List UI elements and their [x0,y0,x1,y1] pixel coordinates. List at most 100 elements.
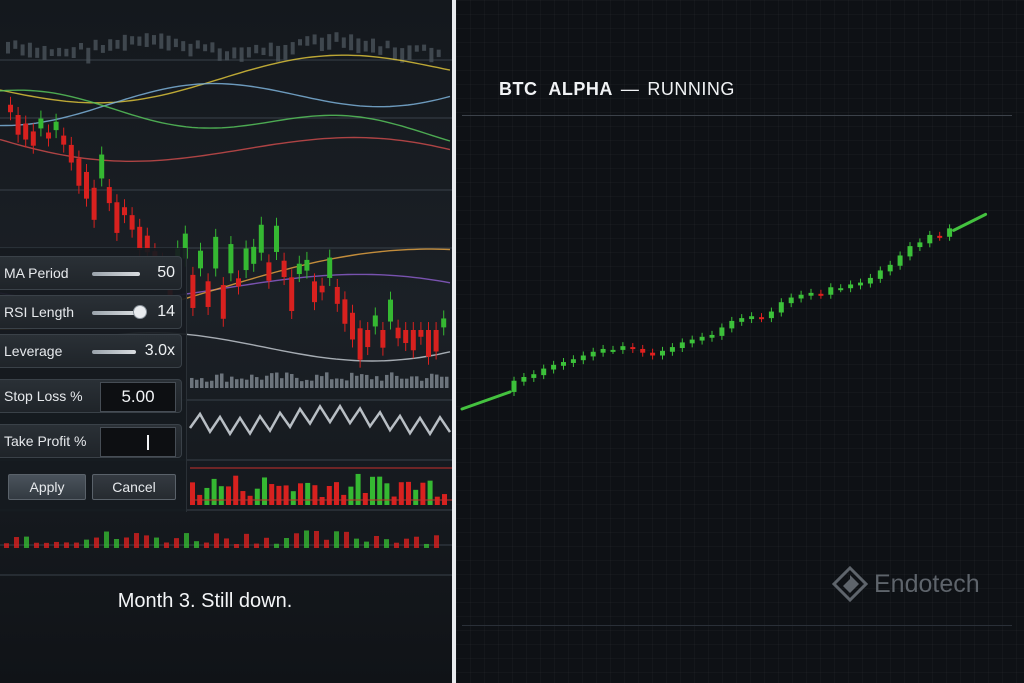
indicator-curve [0,82,451,127]
faint-candle [254,44,259,54]
volume-bar [415,376,419,388]
bottom-candle [14,537,19,548]
faint-candle [166,35,171,51]
bottom-candle [334,531,339,548]
cancel-button[interactable]: Cancel [92,474,176,500]
bg-candle [53,121,59,131]
faint-candle [276,45,281,62]
bottom-candle [154,537,159,548]
lower-candle [420,482,426,505]
bottom-candle [34,542,39,548]
volume-bar [425,378,429,388]
bg-candle [114,202,120,233]
faint-candle [385,40,390,49]
faint-candle [57,47,62,57]
faint-candle [144,33,149,47]
bottom-candle [24,536,29,548]
bg-candle [357,328,363,360]
lower-candle [276,485,282,505]
candle [669,343,675,356]
candle-body [848,284,854,289]
lower-candle [283,485,289,505]
bot-status-title: BTC ALPHA — RUNNING [499,79,735,100]
bottom-candle [144,535,149,548]
candle [660,346,665,360]
volume-bar [375,376,379,388]
candle [570,355,576,367]
stop-loss-input[interactable]: 5.00 [100,382,176,412]
lower-candle [290,491,296,505]
faint-candle [261,47,266,56]
watermark-text: Endotech [874,569,980,598]
faint-candle [130,36,135,45]
candle [600,344,606,357]
bottom-candle [264,537,269,548]
lower-candle [434,496,440,505]
candle-body [660,350,665,356]
lower-candle [334,482,339,505]
bg-candle [266,262,272,281]
volume-bar [270,373,274,388]
volume-bar [210,380,214,388]
button-row: Apply Cancel [0,474,186,504]
candle-body [917,242,923,248]
lower-candle [262,477,267,505]
bg-candle [220,285,226,319]
faint-candle [232,47,237,59]
candle-body [610,349,616,352]
take-profit-input[interactable] [100,427,176,457]
bottom-candle [324,539,329,548]
volume-bar [285,372,289,388]
take-profit-label: Take Profit % [4,433,87,449]
lower-candle [377,476,383,505]
bg-candle [403,330,409,344]
candle [937,231,943,241]
bg-candle [198,250,203,269]
candle [511,376,517,396]
bottom-candle [224,538,229,548]
title-separator: — [620,79,640,99]
volume-bar [435,374,439,388]
volume-bar [315,374,319,388]
bg-candle [426,330,431,357]
lower-candle [269,484,275,505]
candle-body [867,277,873,284]
bg-candle [296,263,302,275]
lower-candle [240,491,246,505]
apply-button[interactable]: Apply [8,474,86,500]
lower-candle [413,489,419,505]
rsi-length-slider[interactable] [92,311,136,315]
bg-candle [441,318,447,328]
volume-bar [360,374,364,388]
bg-candle [46,132,51,139]
candle-body [669,347,675,352]
lower-candle [226,486,231,505]
candle-body [600,348,606,353]
bottom-candle [114,538,119,548]
faint-candle [152,35,156,45]
candle-body [897,255,903,266]
bottom-candle [74,542,79,548]
bg-candle [274,225,279,252]
candle [798,290,804,303]
faint-candle [422,44,427,51]
candle [947,224,953,241]
candle-body [798,294,804,299]
lower-candle [348,486,354,505]
candle-body [778,302,784,313]
bg-candle [243,248,249,271]
bg-candle [99,154,105,179]
leverage-slider[interactable] [92,350,136,354]
candle [828,283,834,299]
bottom-candle [134,533,139,548]
volume-bar [350,372,354,388]
volume-bar [215,374,219,388]
bottom-candle [214,533,219,548]
bottom-candle [4,543,9,548]
bg-candle [289,277,295,312]
candle [531,370,537,382]
rsi-length-slider-thumb[interactable] [133,305,147,319]
faint-candle [27,42,32,58]
faint-candle [327,34,332,50]
ma-period-slider[interactable] [92,272,140,276]
